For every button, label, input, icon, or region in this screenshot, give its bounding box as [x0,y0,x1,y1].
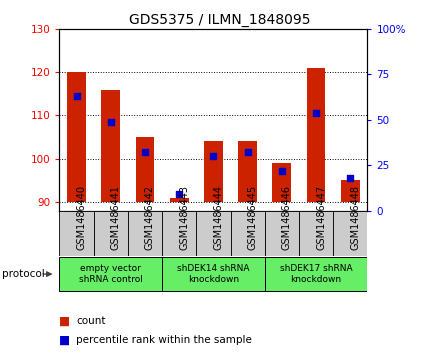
Text: GDS5375 / ILMN_1848095: GDS5375 / ILMN_1848095 [129,13,311,27]
Bar [204,142,223,202]
Text: GSM1486446: GSM1486446 [282,185,292,250]
Text: GSM1486448: GSM1486448 [350,185,360,250]
Point [107,119,114,125]
Text: GSM1486443: GSM1486443 [179,185,189,250]
Point [279,168,286,174]
Text: GSM1486442: GSM1486442 [145,185,155,250]
FancyBboxPatch shape [94,211,128,256]
Text: GSM1486444: GSM1486444 [213,185,224,250]
FancyBboxPatch shape [265,211,299,256]
Bar [170,197,189,202]
Text: GSM1486447: GSM1486447 [316,185,326,250]
FancyBboxPatch shape [162,211,196,256]
Bar [341,180,360,202]
FancyBboxPatch shape [299,211,333,256]
FancyBboxPatch shape [196,211,231,256]
Bar [272,163,291,202]
FancyBboxPatch shape [333,211,367,256]
Text: shDEK14 shRNA
knockdown: shDEK14 shRNA knockdown [177,264,249,284]
Text: GSM1486440: GSM1486440 [77,185,87,250]
Point [176,191,183,197]
Bar [238,142,257,202]
Point [312,110,319,115]
Text: empty vector
shRNA control: empty vector shRNA control [79,264,143,284]
Text: protocol: protocol [2,269,45,279]
FancyBboxPatch shape [59,257,162,291]
FancyBboxPatch shape [162,257,265,291]
Text: GSM1486441: GSM1486441 [111,185,121,250]
Point [73,93,80,99]
Text: percentile rank within the sample: percentile rank within the sample [76,335,252,345]
Text: ■: ■ [59,334,70,347]
FancyBboxPatch shape [265,257,367,291]
Text: shDEK17 shRNA
knockdown: shDEK17 shRNA knockdown [280,264,352,284]
Point [347,175,354,181]
Point [210,153,217,159]
Text: count: count [76,316,106,326]
Text: GSM1486445: GSM1486445 [248,185,258,250]
Bar [101,90,120,202]
Bar [307,68,326,202]
FancyBboxPatch shape [59,211,94,256]
Text: ■: ■ [59,315,70,328]
FancyBboxPatch shape [128,211,162,256]
Point [244,150,251,155]
Point [141,150,148,155]
FancyBboxPatch shape [231,211,265,256]
Bar [136,137,154,202]
Bar [67,72,86,202]
